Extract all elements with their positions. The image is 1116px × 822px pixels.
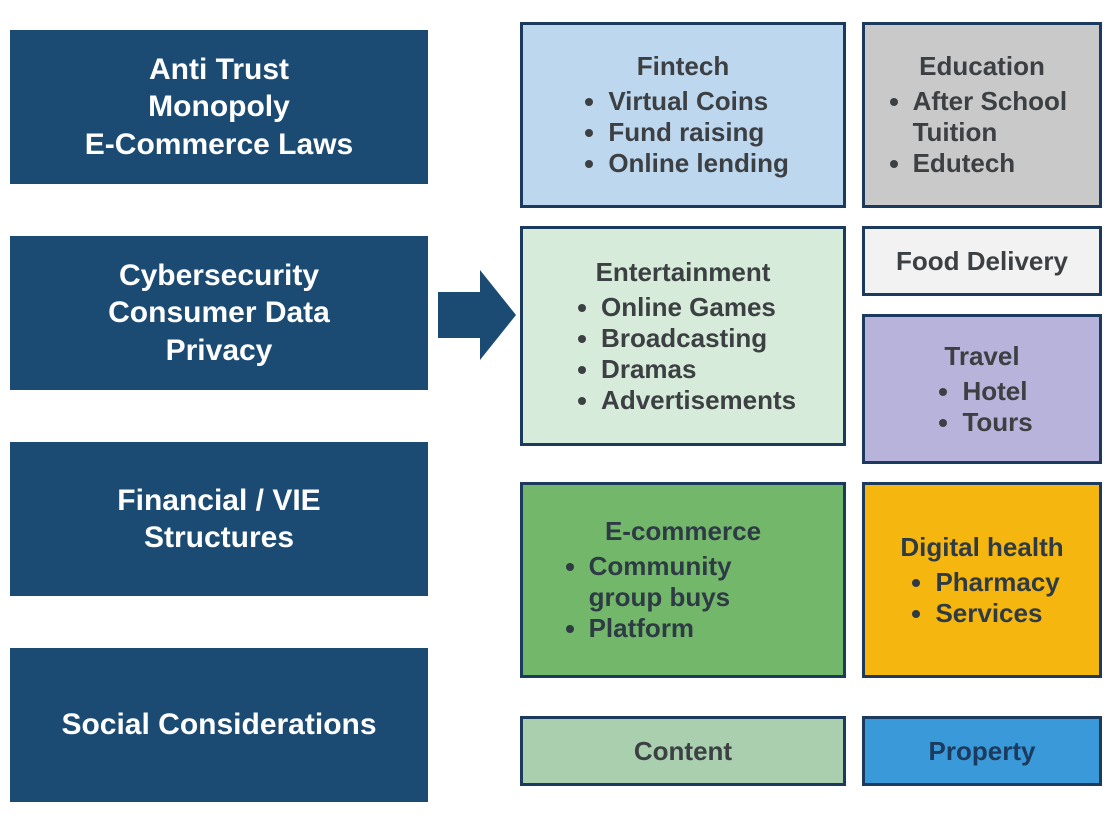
diagram-stage: Anti Trust Monopoly E-Commerce Laws Cybe… xyxy=(0,0,1116,822)
card-bullets: After School Tuition Edutech xyxy=(881,86,1082,179)
left-box-line: Privacy xyxy=(166,332,273,370)
list-item: Virtual Coins xyxy=(608,86,789,117)
card-title: Fintech xyxy=(637,51,729,82)
list-item: Community group buys xyxy=(589,551,809,613)
card-bullets: Pharmacy Services xyxy=(904,567,1060,629)
card-title: E-commerce xyxy=(605,516,761,547)
card-title: Property xyxy=(929,736,1036,767)
card-education: Education After School Tuition Edutech xyxy=(862,22,1102,208)
list-item: Pharmacy xyxy=(935,567,1059,598)
left-box-line: Structures xyxy=(144,519,294,557)
card-fintech: Fintech Virtual Coins Fund raising Onlin… xyxy=(520,22,846,208)
card-title: Entertainment xyxy=(596,257,771,288)
card-bullets: Hotel Tours xyxy=(931,376,1032,438)
list-item: Advertisements xyxy=(601,385,796,416)
arrow-stem xyxy=(438,292,480,338)
card-bullets: Online Games Broadcasting Dramas Adverti… xyxy=(570,292,796,416)
card-bullets: Community group buys Platform xyxy=(557,551,808,644)
card-ecommerce: E-commerce Community group buys Platform xyxy=(520,482,846,678)
card-title: Digital health xyxy=(900,532,1063,563)
left-box-social: Social Considerations xyxy=(10,648,428,802)
arrow-head xyxy=(480,270,516,360)
left-box-line: E-Commerce Laws xyxy=(85,126,353,164)
list-item: Fund raising xyxy=(608,117,789,148)
list-item: Hotel xyxy=(962,376,1032,407)
left-box-line: Cybersecurity xyxy=(119,257,319,295)
card-travel: Travel Hotel Tours xyxy=(862,314,1102,464)
left-box-line: Consumer Data xyxy=(108,294,330,332)
list-item: Online Games xyxy=(601,292,796,323)
card-title: Travel xyxy=(944,341,1019,372)
list-item: Tours xyxy=(962,407,1032,438)
card-content: Content xyxy=(520,716,846,786)
card-bullets: Virtual Coins Fund raising Online lendin… xyxy=(577,86,789,179)
card-property: Property xyxy=(862,716,1102,786)
card-food-delivery: Food Delivery xyxy=(862,226,1102,296)
list-item: Dramas xyxy=(601,354,796,385)
card-title: Food Delivery xyxy=(896,246,1068,277)
list-item: Services xyxy=(935,598,1059,629)
card-title: Education xyxy=(919,51,1045,82)
list-item: Broadcasting xyxy=(601,323,796,354)
left-box-financial: Financial / VIE Structures xyxy=(10,442,428,596)
left-box-line: Anti Trust xyxy=(149,51,289,89)
list-item: After School Tuition xyxy=(913,86,1083,148)
list-item: Online lending xyxy=(608,148,789,179)
left-box-line: Monopoly xyxy=(148,88,290,126)
left-box-cybersecurity: Cybersecurity Consumer Data Privacy xyxy=(10,236,428,390)
arrow-icon xyxy=(438,270,514,360)
card-entertainment: Entertainment Online Games Broadcasting … xyxy=(520,226,846,446)
left-box-line: Financial / VIE xyxy=(117,482,320,520)
list-item: Edutech xyxy=(913,148,1083,179)
left-box-line: Social Considerations xyxy=(61,706,376,744)
card-digital-health: Digital health Pharmacy Services xyxy=(862,482,1102,678)
list-item: Platform xyxy=(589,613,809,644)
card-title: Content xyxy=(634,736,732,767)
left-box-antitrust: Anti Trust Monopoly E-Commerce Laws xyxy=(10,30,428,184)
